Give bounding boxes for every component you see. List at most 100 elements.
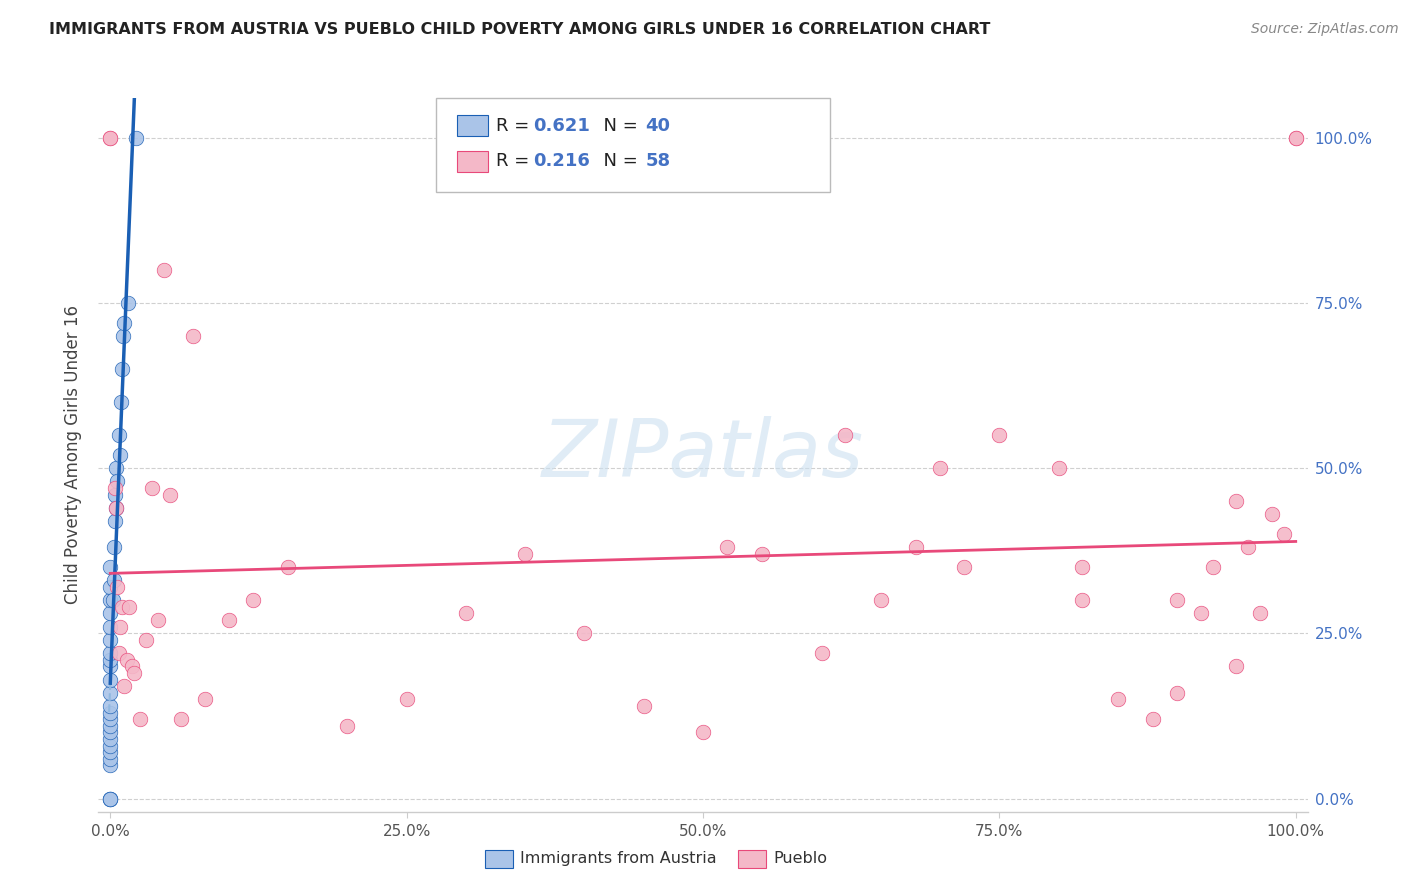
Point xyxy=(454,607,477,621)
Point xyxy=(159,487,181,501)
Point xyxy=(105,500,128,515)
Point xyxy=(98,620,121,634)
Point xyxy=(135,632,157,647)
Text: 0.216: 0.216 xyxy=(533,153,589,170)
Point xyxy=(98,791,121,805)
Text: R =: R = xyxy=(496,153,536,170)
Point xyxy=(129,712,152,726)
Point xyxy=(98,560,121,574)
Point xyxy=(101,593,124,607)
Point xyxy=(633,698,655,713)
Text: Pueblo: Pueblo xyxy=(773,852,827,866)
Point xyxy=(105,461,128,475)
Point xyxy=(194,692,217,706)
Point xyxy=(905,541,928,555)
Point xyxy=(218,613,240,627)
Point xyxy=(751,547,773,561)
Point xyxy=(1166,593,1188,607)
Text: N =: N = xyxy=(592,117,644,135)
Point xyxy=(98,719,121,733)
Point xyxy=(98,752,121,766)
Point xyxy=(98,659,121,673)
Point xyxy=(574,626,596,640)
Point xyxy=(98,739,121,753)
Point xyxy=(115,653,138,667)
Point xyxy=(98,130,121,145)
Point xyxy=(108,448,131,462)
Point xyxy=(125,130,148,145)
Point xyxy=(107,646,129,660)
Point xyxy=(117,296,139,310)
Point xyxy=(515,547,537,561)
Text: 40: 40 xyxy=(645,117,671,135)
Point xyxy=(98,725,121,739)
Point xyxy=(98,712,121,726)
Point xyxy=(170,712,193,726)
Point xyxy=(152,263,174,277)
Point xyxy=(1189,607,1212,621)
Point xyxy=(1202,560,1225,574)
Point xyxy=(1225,494,1247,508)
Point xyxy=(111,362,134,376)
Point xyxy=(105,500,128,515)
Text: Immigrants from Austria: Immigrants from Austria xyxy=(520,852,717,866)
Point xyxy=(104,481,127,495)
Point xyxy=(1237,541,1260,555)
Point xyxy=(1285,130,1308,145)
Point xyxy=(98,706,121,720)
Point xyxy=(98,130,121,145)
Point xyxy=(98,593,121,607)
Point xyxy=(98,646,121,660)
Point xyxy=(1249,607,1271,621)
Point xyxy=(181,329,204,343)
Point xyxy=(952,560,974,574)
Text: R =: R = xyxy=(496,117,536,135)
Text: Source: ZipAtlas.com: Source: ZipAtlas.com xyxy=(1251,22,1399,37)
Point xyxy=(103,541,125,555)
Point xyxy=(114,316,136,330)
Point xyxy=(1272,527,1295,541)
Point xyxy=(1225,659,1247,673)
Point xyxy=(105,475,128,489)
Point xyxy=(111,599,134,614)
Point xyxy=(1285,130,1308,145)
Point xyxy=(141,481,163,495)
Y-axis label: Child Poverty Among Girls Under 16: Child Poverty Among Girls Under 16 xyxy=(65,305,83,605)
Text: 58: 58 xyxy=(645,153,671,170)
Text: 0.621: 0.621 xyxy=(533,117,589,135)
Point xyxy=(810,646,832,660)
Point xyxy=(146,613,169,627)
Point xyxy=(98,791,121,805)
Point xyxy=(242,593,264,607)
Text: N =: N = xyxy=(592,153,644,170)
Point xyxy=(1047,461,1070,475)
Point xyxy=(105,580,128,594)
Point xyxy=(108,620,131,634)
Point xyxy=(1142,712,1164,726)
Point xyxy=(98,653,121,667)
Point xyxy=(395,692,418,706)
Point xyxy=(98,791,121,805)
Point xyxy=(98,607,121,621)
Point xyxy=(929,461,952,475)
Point xyxy=(107,428,129,442)
Text: IMMIGRANTS FROM AUSTRIA VS PUEBLO CHILD POVERTY AMONG GIRLS UNDER 16 CORRELATION: IMMIGRANTS FROM AUSTRIA VS PUEBLO CHILD … xyxy=(49,22,991,37)
Point xyxy=(988,428,1011,442)
Point xyxy=(98,758,121,772)
Point xyxy=(1261,508,1284,522)
Point xyxy=(112,329,135,343)
Point xyxy=(122,665,145,680)
Point xyxy=(98,732,121,747)
Point xyxy=(98,673,121,687)
Point xyxy=(98,580,121,594)
Point xyxy=(1107,692,1129,706)
Point xyxy=(98,686,121,700)
Point xyxy=(869,593,891,607)
Point xyxy=(336,719,359,733)
Point xyxy=(110,395,132,409)
Point xyxy=(104,487,127,501)
Point xyxy=(1071,593,1094,607)
Point xyxy=(121,659,143,673)
Text: ZIPatlas: ZIPatlas xyxy=(541,416,865,494)
Point xyxy=(1071,560,1094,574)
